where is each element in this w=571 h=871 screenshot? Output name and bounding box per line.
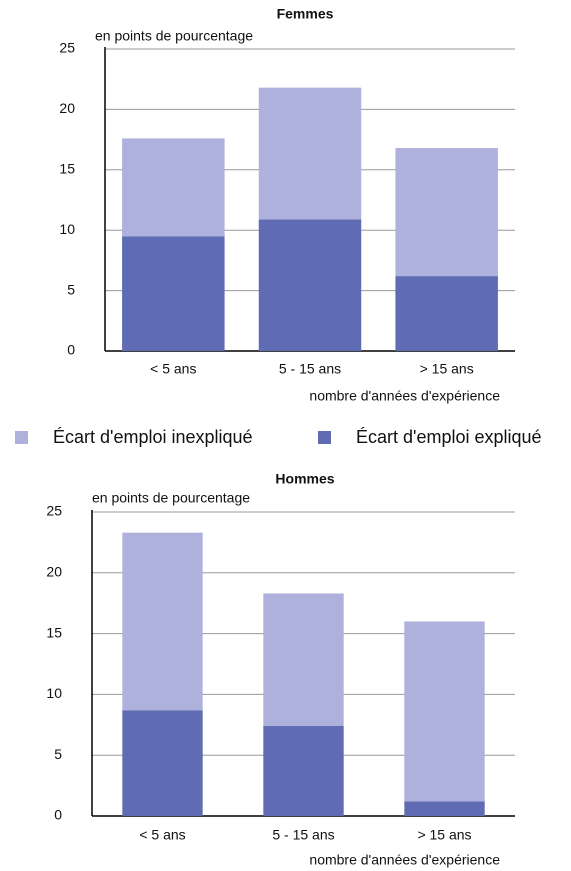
bar-segment [263,593,344,727]
bar-segment [404,801,485,816]
bar-segment [258,87,362,220]
chart-subtitle: en points de pourcentage [95,28,253,44]
chart-title: Hommes [275,471,334,487]
y-tick-label: 25 [59,40,75,56]
x-tick-label: < 5 ans [139,827,185,843]
x-tick-label: > 15 ans [417,827,471,843]
legend-label: Écart d'emploi expliqué [356,427,542,447]
legend-swatch [15,431,28,444]
bar-segment [395,148,498,277]
y-tick-label: 25 [46,503,62,519]
x-tick-label: < 5 ans [150,361,196,377]
y-tick-label: 20 [46,564,62,580]
y-tick-label: 0 [54,807,62,823]
x-axis-label: nombre d'années d'expérience [309,388,500,404]
y-tick-label: 15 [59,161,75,177]
y-tick-label: 10 [59,221,75,237]
bar-segment [122,138,225,237]
y-tick-label: 10 [46,685,62,701]
x-tick-label: 5 - 15 ans [279,361,341,377]
bar-segment [122,532,203,711]
y-tick-label: 5 [54,746,62,762]
x-tick-label: 5 - 15 ans [272,827,334,843]
chart-title: Femmes [277,6,334,22]
legend-label: Écart d'emploi inexpliqué [53,427,253,447]
y-tick-label: 5 [67,281,75,297]
x-axis-label: nombre d'années d'expérience [309,852,500,868]
legend-swatch [318,431,331,444]
bar-segment [263,726,344,816]
bar-segment [258,219,362,351]
x-tick-label: > 15 ans [420,361,474,377]
y-tick-label: 0 [67,342,75,358]
bar-segment [122,236,225,351]
bar-segment [122,710,203,816]
bar-segment [404,621,485,802]
y-tick-label: 15 [46,624,62,640]
y-tick-label: 20 [59,100,75,116]
bar-segment [395,276,498,351]
chart-subtitle: en points de pourcentage [92,490,250,506]
